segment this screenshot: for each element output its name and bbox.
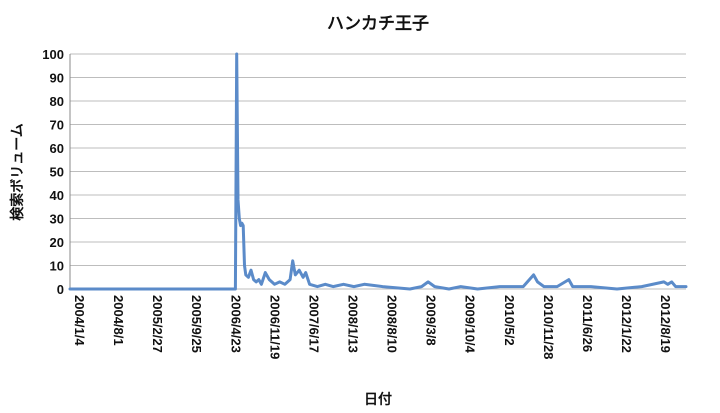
- series-layer: [68, 52, 688, 291]
- y-tick-label: 80: [50, 94, 64, 109]
- x-tick-label: 2005/2/27: [150, 295, 165, 353]
- y-tick-label: 20: [50, 235, 64, 250]
- x-tick-label: 2012/8/19: [658, 295, 673, 353]
- y-axis-label: 検索ボリューム: [9, 123, 26, 221]
- y-gridlines: [69, 53, 686, 290]
- x-axis-label: 日付: [364, 391, 392, 408]
- x-tick-label: 2006/11/19: [267, 295, 282, 359]
- y-tick-label: 50: [50, 165, 64, 180]
- y-tick-label: 40: [50, 188, 64, 203]
- y-tick-label: 60: [50, 141, 64, 156]
- y-tick-label: 100: [42, 47, 64, 62]
- x-tick-label: 2004/1/4: [72, 295, 87, 346]
- y-tick-label: 0: [57, 282, 64, 297]
- x-tick-label: 2010/5/2: [502, 295, 517, 346]
- x-tick-label: 2006/4/23: [228, 295, 243, 353]
- x-tick-label: 2009/3/8: [424, 295, 439, 346]
- series-line-0: [68, 52, 688, 291]
- x-tick-label: 2008/8/10: [385, 295, 400, 353]
- chart-title: ハンカチ王子: [327, 14, 429, 34]
- y-tick-label: 30: [50, 212, 64, 227]
- x-tick-label: 2005/9/25: [189, 295, 204, 353]
- x-tick-label: 2011/6/26: [580, 295, 595, 352]
- x-tick-label: 2004/8/1: [111, 295, 126, 346]
- x-tick-label: 2008/1/13: [345, 295, 360, 353]
- x-tick-label: 2010/11/28: [541, 295, 556, 359]
- x-tick-label: 2012/1/22: [619, 295, 634, 353]
- y-tick-label: 90: [50, 71, 64, 86]
- y-tick-label: 70: [50, 118, 64, 133]
- x-tick-label: 2009/10/4: [463, 295, 478, 354]
- x-tick-labels: 2004/1/4 2004/8/1 2005/2/27 2005/9/25 2006/4…: [72, 295, 673, 359]
- y-tick-label: 10: [50, 259, 64, 274]
- x-tick-label: 2007/6/17: [306, 295, 321, 353]
- y-tick-labels: 0 10 20 30 40 50 60 70 80 90 100: [42, 47, 64, 297]
